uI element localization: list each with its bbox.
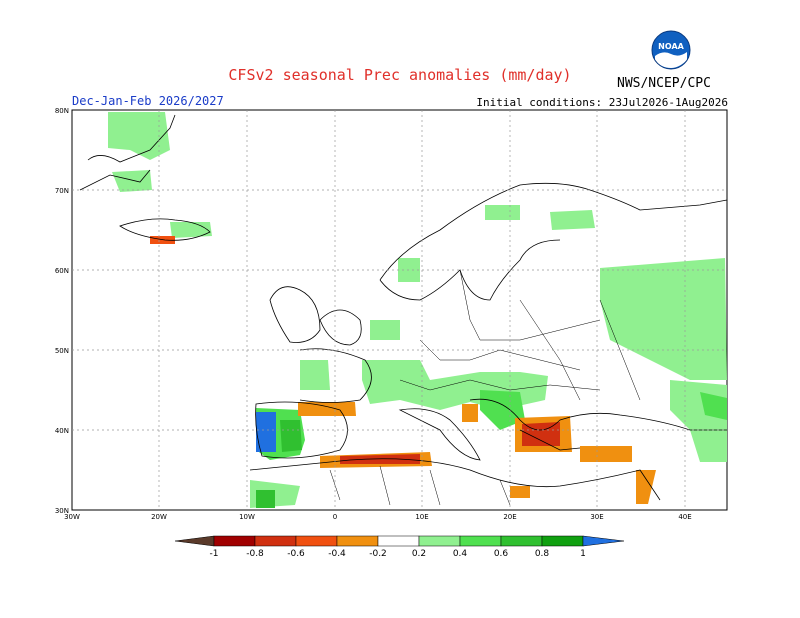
turkey-south-dry — [580, 446, 632, 462]
morocco-wet-core — [256, 490, 275, 508]
colorbar-bin-2 — [254, 535, 297, 547]
colorbar-bin-6 — [418, 535, 461, 547]
lon-tick-0: 0 — [333, 513, 337, 521]
lon-tick-labels: 30W 20W 10W 0 10E 20E 30E 40E — [64, 513, 692, 521]
colorbar-label: 1 — [580, 549, 586, 559]
colorbar-label: 0.8 — [535, 549, 550, 559]
colorbar-bin-8 — [500, 535, 543, 547]
colorbar-label: -0.2 — [369, 549, 387, 559]
levant-dry — [636, 470, 656, 504]
colorbar-label: -0.4 — [328, 549, 346, 559]
noaa-logo-icon: NOAA — [651, 30, 691, 70]
lon-tick-20w: 20W — [151, 513, 167, 521]
dry-anomalies — [150, 236, 656, 504]
colorbar-label: -0.6 — [287, 549, 305, 559]
lon-tick-30w: 30W — [64, 513, 80, 521]
colorbar-labels: -1 -0.8 -0.6 -0.4 -0.2 0.2 0.4 0.6 0.8 1 — [210, 549, 586, 559]
italy-dry — [462, 404, 478, 422]
france-west-wet — [300, 360, 330, 390]
colorbar-high-end — [582, 535, 625, 547]
initial-conditions: Initial conditions: 23Jul2026-1Aug2026 — [476, 96, 728, 109]
greenland-wet — [108, 112, 170, 160]
lat-tick-60n: 60N — [55, 267, 69, 275]
lat-tick-40n: 40N — [55, 427, 69, 435]
lat-tick-70n: 70N — [55, 187, 69, 195]
biscay-dry — [298, 402, 356, 416]
colorbar-label: -0.8 — [246, 549, 264, 559]
colorbar-label: -1 — [210, 549, 219, 559]
scandinavia-wet-1 — [485, 205, 520, 220]
colorbar-bin-5 — [377, 535, 420, 547]
chart-title: CFSv2 seasonal Prec anomalies (mm/day) — [228, 66, 572, 84]
russia-wet — [600, 258, 727, 380]
iberia-wet-core — [280, 420, 302, 452]
lat-tick-30n: 30N — [55, 507, 69, 515]
colorbar-bin-7 — [459, 535, 502, 547]
lat-tick-labels: 80N 70N 60N 50N 40N 30N — [55, 107, 69, 515]
colorbar-label: 0.2 — [412, 549, 426, 559]
portugal-strong-wet — [256, 412, 276, 452]
colorbar-bin-1 — [213, 535, 256, 547]
colorbar-bin-9 — [541, 535, 584, 547]
balkans-wet — [480, 390, 525, 430]
lon-tick-10w: 10W — [239, 513, 255, 521]
logo-text: NOAA — [658, 42, 684, 51]
graticule — [72, 110, 727, 510]
lon-tick-30e: 30E — [590, 513, 603, 521]
scandinavia-wet-2 — [550, 210, 595, 230]
caucasus-wet-2 — [700, 392, 727, 420]
colorbar-bin-3 — [295, 535, 338, 547]
lon-tick-10e: 10E — [415, 513, 428, 521]
lat-tick-80n: 80N — [55, 107, 69, 115]
coastlines — [79, 114, 728, 501]
uk-wet — [370, 320, 400, 340]
season-label: Dec-Jan-Feb 2026/2027 — [72, 94, 224, 108]
greenland-south-wet — [112, 170, 152, 192]
lat-tick-50n: 50N — [55, 347, 69, 355]
colorbar — [174, 535, 625, 547]
agency-label: NWS/NCEP/CPC — [617, 76, 711, 91]
lon-tick-20e: 20E — [503, 513, 516, 521]
colorbar-low-end — [174, 535, 215, 547]
colorbar-label: 0.6 — [494, 549, 509, 559]
colorbar-label: 0.4 — [453, 549, 468, 559]
iceland-wet — [170, 222, 212, 238]
lon-tick-40e: 40E — [678, 513, 691, 521]
colorbar-bin-4 — [336, 535, 379, 547]
libya-dry — [510, 486, 530, 498]
